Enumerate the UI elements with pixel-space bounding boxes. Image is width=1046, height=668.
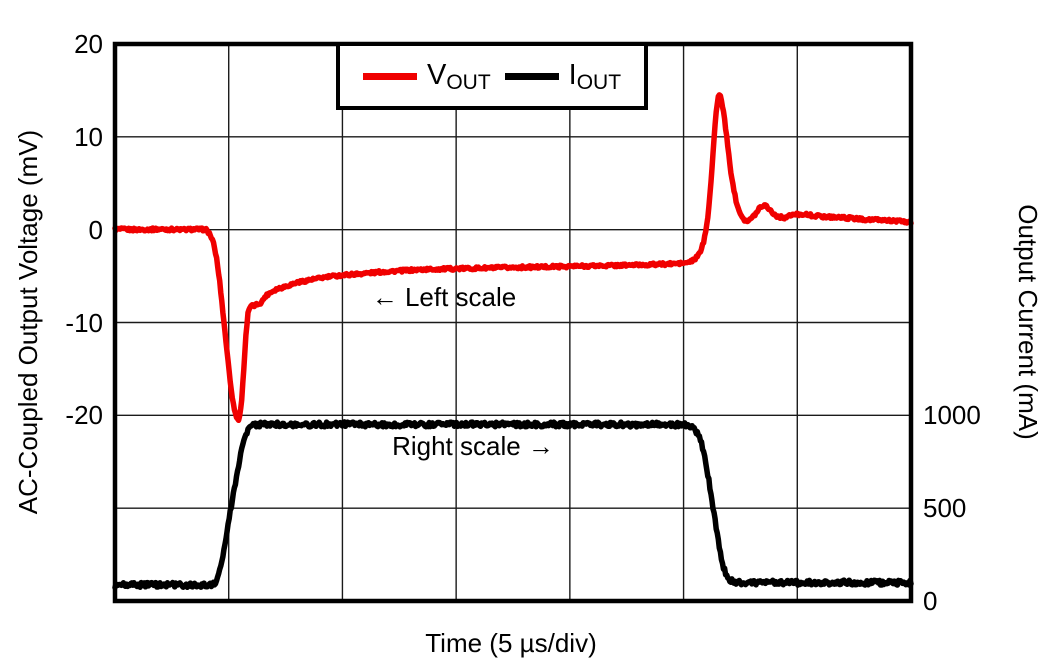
legend-item-iout: IOUT — [504, 58, 622, 94]
left-tick--20: -20 — [65, 400, 103, 431]
vout-line-swatch — [362, 72, 417, 80]
right-tick-1000: 1000 — [923, 400, 981, 431]
legend-label-vout: VOUT — [426, 58, 491, 94]
iout-curve — [112, 419, 914, 591]
legend: VOUT IOUT — [336, 42, 648, 110]
vout-curve — [112, 92, 914, 424]
right-axis-title: Output Current (mA) — [1013, 204, 1043, 440]
x-axis-title: Time (5 µs/div) — [425, 628, 597, 658]
left-scale-annotation: ← Left scale — [371, 282, 517, 312]
right-scale-annotation: Right scale → — [392, 431, 554, 461]
left-tick-20: 20 — [74, 29, 103, 59]
left-tick-0: 0 — [88, 214, 103, 245]
legend-item-vout: VOUT — [362, 58, 491, 94]
left-tick-10: 10 — [74, 121, 103, 152]
right-tick-500: 500 — [923, 493, 967, 524]
left-tick--10: -10 — [65, 307, 103, 338]
legend-label-iout: IOUT — [568, 58, 622, 94]
iout-line-swatch — [504, 72, 559, 80]
right-tick-0: 0 — [923, 586, 938, 616]
